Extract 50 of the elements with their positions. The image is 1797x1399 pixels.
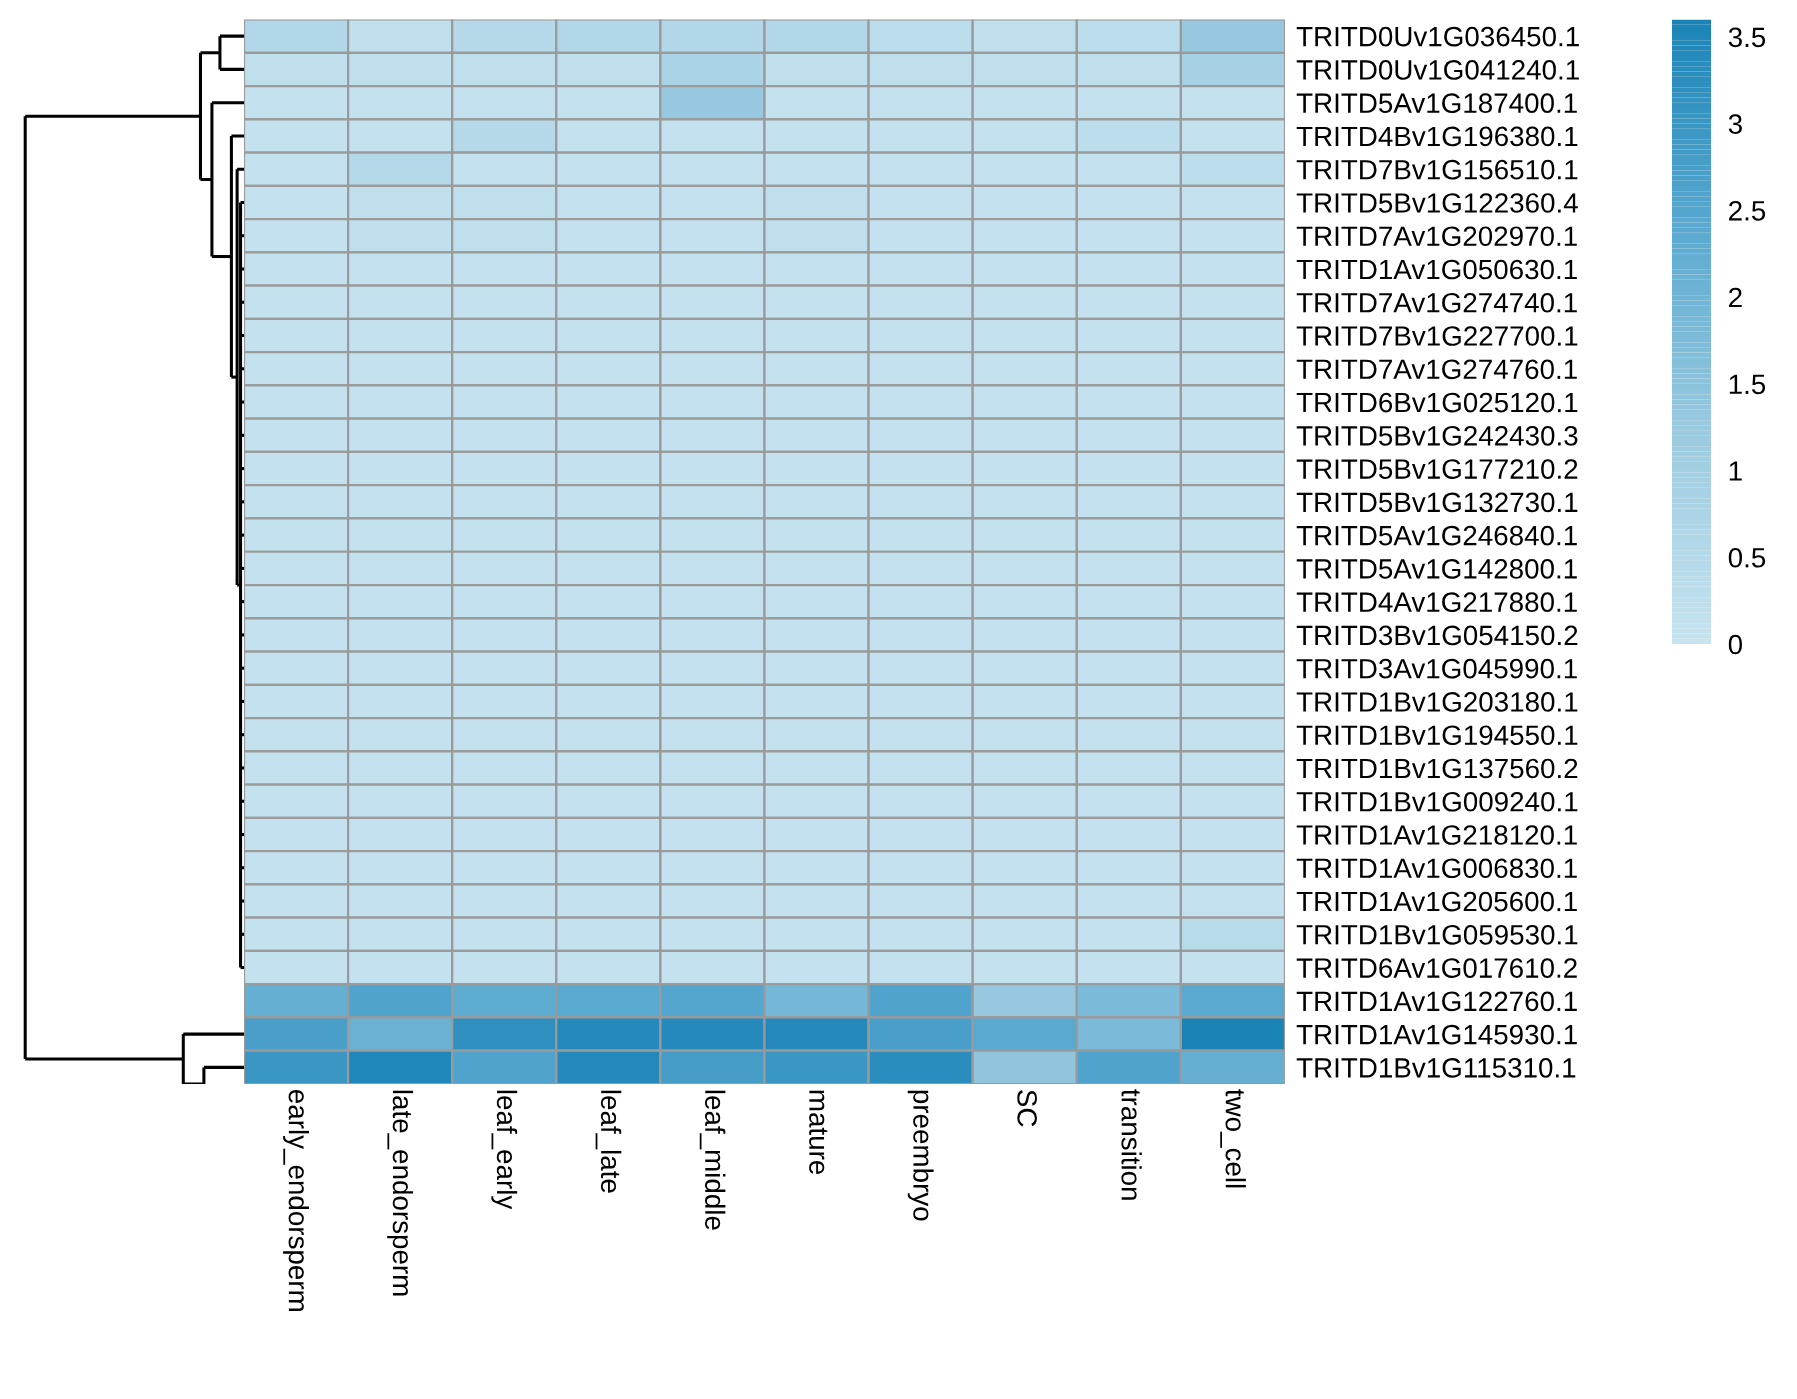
x-tick-label: leaf_middle	[699, 1090, 726, 1230]
y-tick-label: TRITD7Bv1G156510.1	[1296, 159, 1578, 180]
color-bar-label: 1	[1729, 461, 1742, 481]
x-tick-label: leaf_late	[595, 1090, 622, 1193]
y-tick-label: TRITD5Av1G142800.1	[1296, 559, 1577, 579]
color-bar-label: 2.5	[1729, 200, 1766, 221]
y-tick-label: TRITD1Av1G122760.1	[1296, 991, 1577, 1012]
y-tick-label: TRITD1Av1G050630.1	[1296, 259, 1577, 280]
x-tick-label: transition	[1121, 1089, 1142, 1200]
y-tick-label: TRITD5Av1G187400.1	[1296, 93, 1577, 113]
y-tick-label: TRITD7Av1G202970.1	[1296, 226, 1577, 247]
y-tick-label: TRITD4Av1G217880.1	[1296, 592, 1577, 612]
color-bar-label: 1.5	[1729, 374, 1766, 395]
y-tick-label: TRITD0Uv1G036450.1	[1296, 26, 1579, 47]
color-bar-label: 3.5	[1728, 27, 1766, 48]
y-tick-label: TRITD3Av1G045990.1	[1296, 658, 1577, 679]
y-tick-label: TRITD1Av1G218120.1	[1296, 825, 1577, 845]
x-tick-label: mature	[809, 1090, 828, 1175]
y-tick-label: TRITD6Av1G017610.2	[1296, 958, 1577, 978]
y-tick-label: TRITD1Av1G145930.1	[1296, 1024, 1577, 1045]
y-tick-label: TRITD1Av1G205600.1	[1296, 891, 1577, 912]
y-tick-label: TRITD5Bv1G132730.1	[1296, 492, 1578, 513]
y-tick-label: TRITD7Av1G274740.1	[1296, 292, 1577, 313]
y-tick-label: TRITD5Bv1G177210.2	[1296, 459, 1578, 479]
y-tick-label: TRITD1Bv1G194550.1	[1296, 725, 1578, 746]
y-tick-label: TRITD1Bv1G009240.1	[1296, 791, 1578, 812]
color-bar-label: 2	[1729, 287, 1742, 308]
y-tick-label: TRITD4Bv1G196380.1	[1296, 126, 1578, 147]
y-tick-label: TRITD1Bv1G203180.1	[1296, 692, 1578, 712]
color-bar-label: 0.5	[1728, 547, 1766, 568]
y-tick-label: TRITD6Bv1G025120.1	[1296, 392, 1578, 413]
x-tick-label: late_endorsperm	[387, 1090, 414, 1296]
y-tick-label: TRITD7Av1G274760.1	[1296, 359, 1577, 380]
y-tick-label: TRITD1Bv1G059530.1	[1296, 924, 1578, 945]
color-bar-label: 3	[1728, 114, 1742, 134]
y-tick-label: TRITD1Bv1G137560.2	[1296, 758, 1578, 779]
y-tick-label: TRITD1Bv1G115310.1	[1296, 1058, 1576, 1078]
x-tick-label: early_endorsperm	[283, 1090, 309, 1311]
y-tick-label: TRITD5Bv1G242430.3	[1296, 425, 1578, 446]
y-tick-label: TRITD3Bv1G054150.2	[1296, 625, 1578, 646]
y-tick-label: TRITD5Av1G246840.1	[1296, 525, 1577, 546]
y-tick-label: TRITD1Av1G006830.1	[1296, 858, 1577, 879]
x-tick-label: leaf_early	[491, 1090, 518, 1210]
y-tick-label: TRITD5Bv1G122360.4	[1296, 193, 1578, 213]
y-tick-label: TRITD0Uv1G041240.1	[1296, 60, 1579, 80]
x-tick-label: SC	[1017, 1090, 1037, 1127]
y-tick-label: TRITD7Bv1G227700.1	[1296, 326, 1578, 346]
x-tick-label: two_cell	[1220, 1089, 1246, 1188]
x-tick-label: preembryo	[907, 1090, 934, 1221]
color-bar-label: 0	[1728, 634, 1743, 655]
